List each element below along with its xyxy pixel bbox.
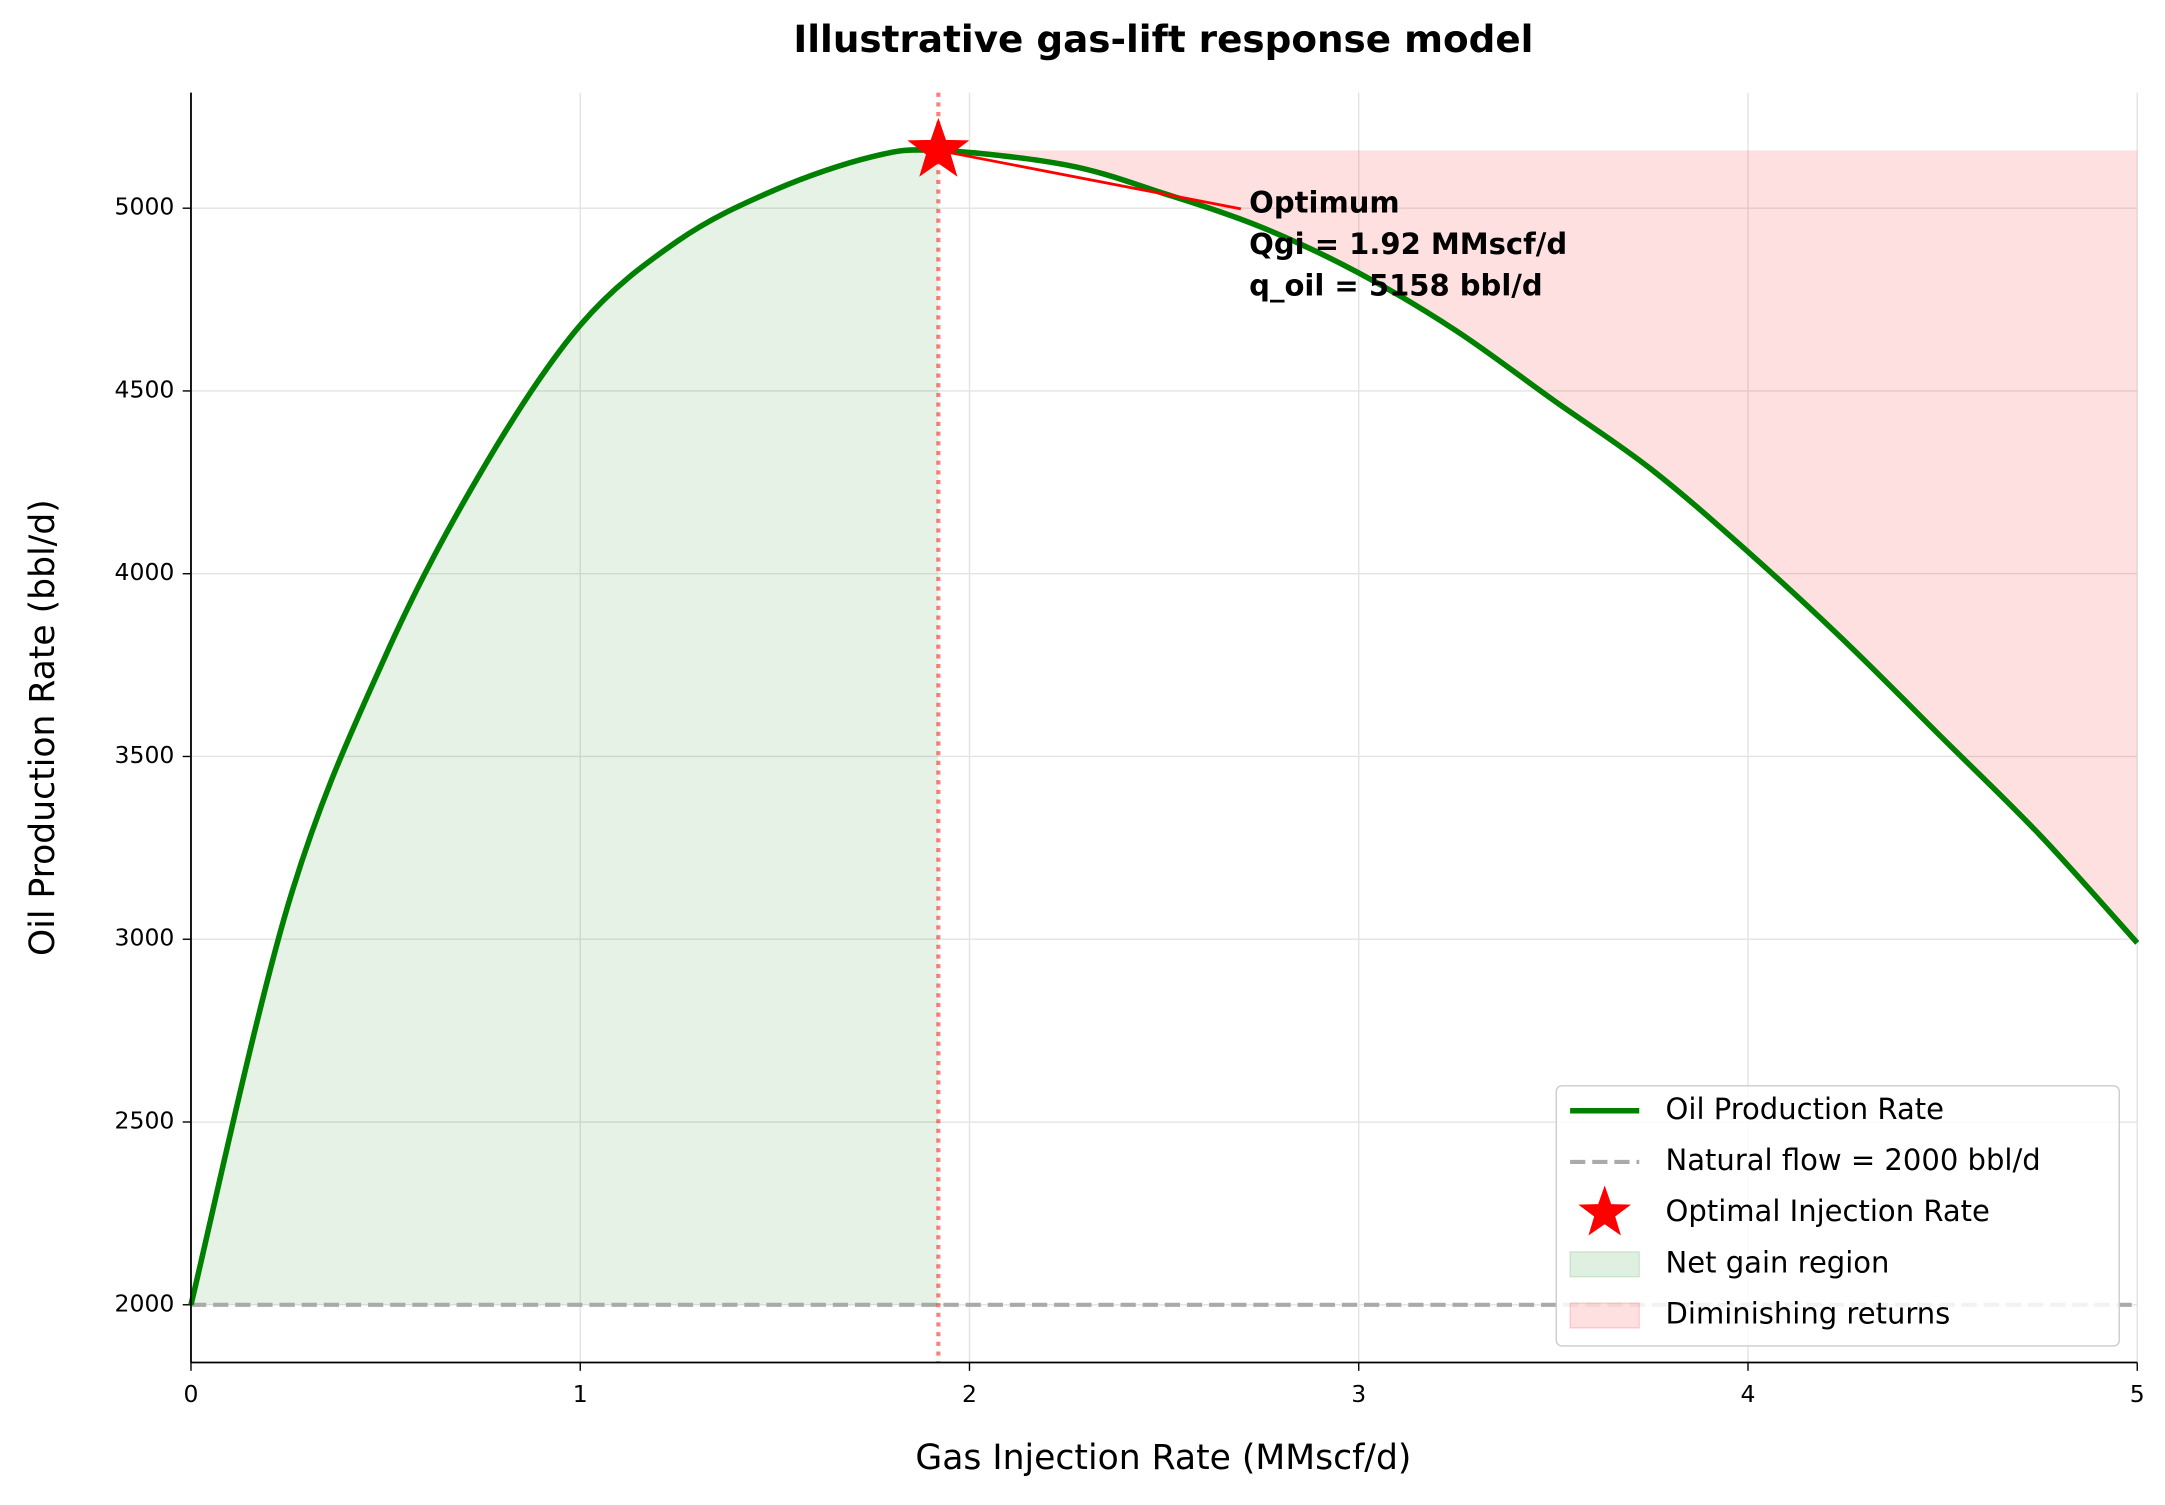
- legend-label: Diminishing returns: [1666, 1296, 1951, 1330]
- y-tick-label: 2500: [115, 1107, 175, 1135]
- y-tick-label: 3000: [115, 924, 175, 952]
- net-gain-fill: [190, 149, 939, 1305]
- legend-label: Oil Production Rate: [1666, 1092, 1944, 1126]
- y-tick-label: 5000: [115, 193, 175, 221]
- diminishing-fill: [938, 150, 2138, 943]
- y-tick-label: 2000: [115, 1289, 175, 1317]
- legend-handle: [1569, 1251, 1640, 1278]
- line: [188, 147, 2140, 1306]
- legend-label: Net gain region: [1666, 1245, 1890, 1279]
- x-tick-label: 0: [184, 1380, 199, 1408]
- legend-label: Natural flow = 2000 bbl/d: [1666, 1143, 2041, 1177]
- y-axis-label: Oil Production Rate (bbl/d): [23, 499, 63, 956]
- x-tick-label: 1: [573, 1380, 588, 1408]
- annotation-text: q_oil = 5158 bbl/d: [1249, 269, 1543, 303]
- x-tick-label: 2: [962, 1380, 977, 1408]
- x-tick-label: 4: [1741, 1380, 1756, 1408]
- x-tick-label: 5: [2130, 1380, 2145, 1408]
- legend-label: Optimal Injection Rate: [1666, 1194, 1990, 1228]
- x-tick-label: 3: [1351, 1380, 1366, 1408]
- x-axis-label: Gas Injection Rate (MMscf/d): [915, 1438, 1411, 1478]
- y-tick-label: 4000: [115, 558, 175, 586]
- legend: Oil Production Rate Natural flow = 2000 b…: [1555, 1085, 2120, 1347]
- annotation-text: Qgi = 1.92 MMscf/d: [1249, 227, 1567, 261]
- chart-title: Illustrative gas-lift response model: [793, 17, 1533, 61]
- annotation-text: Optimum: [1249, 186, 1399, 220]
- y-tick-label: 4500: [115, 375, 175, 403]
- legend-handle: [1569, 1302, 1640, 1329]
- annotation-arrow: [938, 149, 1242, 211]
- legend-box: [1555, 1085, 2120, 1347]
- optimum-marker: [907, 117, 970, 177]
- legend-handle: [1578, 1185, 1631, 1236]
- y-tick-label: 3500: [115, 741, 175, 769]
